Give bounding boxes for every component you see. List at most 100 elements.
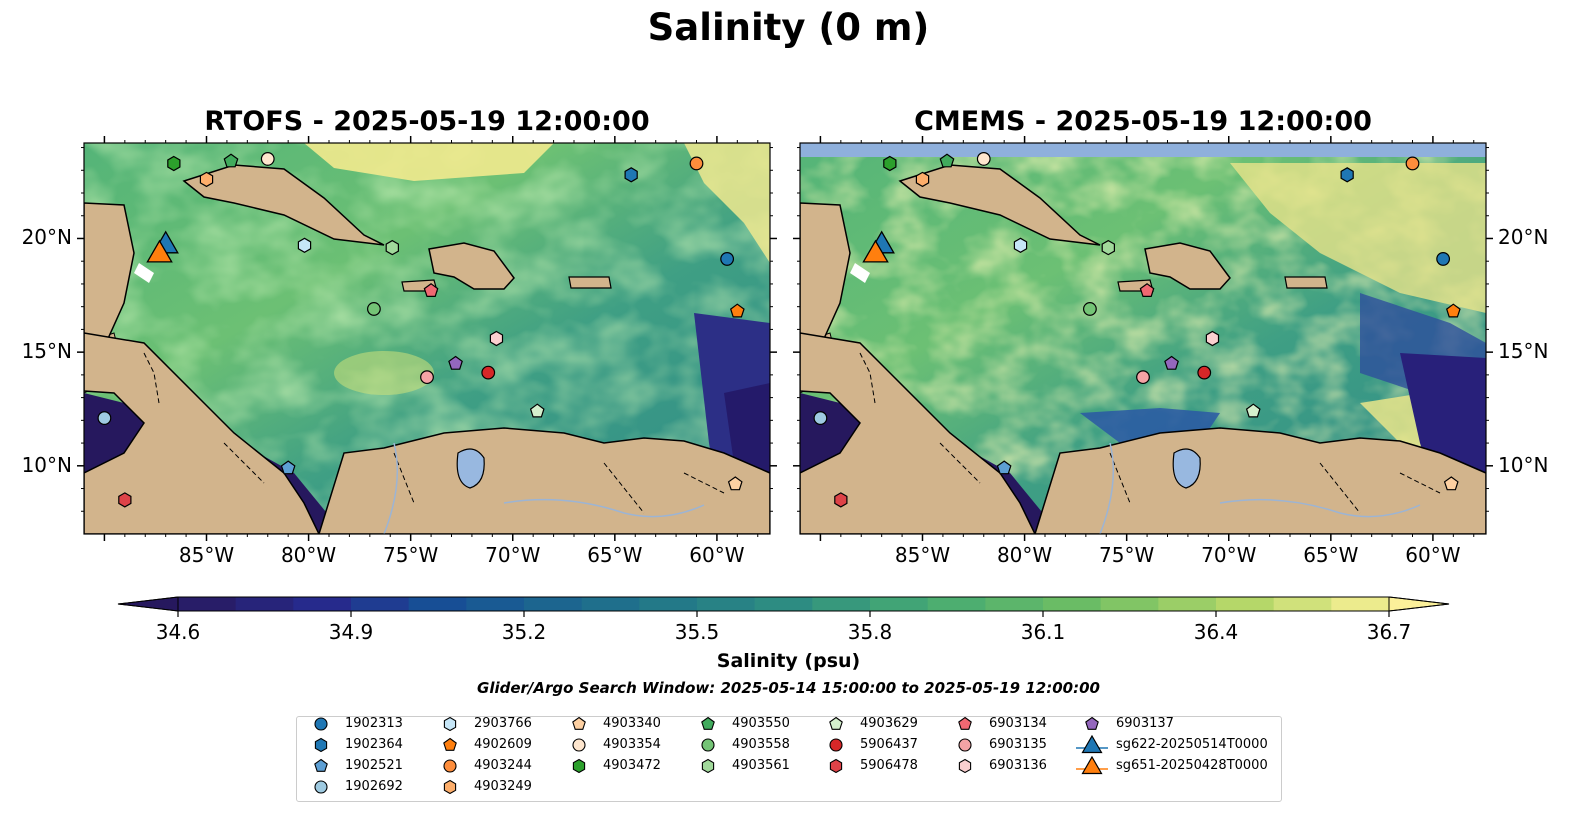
float-marker-2903766-rtofs xyxy=(297,237,312,253)
legend-marker-hexagon xyxy=(958,758,972,774)
colorbar-label: Salinity (psu) xyxy=(716,650,861,672)
legend-marker-circle xyxy=(829,738,843,752)
float-marker-5906478-cmems xyxy=(834,492,848,508)
lon-tick-label: 85°W xyxy=(178,543,235,567)
legend-label: 4902609 xyxy=(474,737,532,752)
lon-tick-label: 65°W xyxy=(587,543,643,567)
float-marker-1902364-cmems xyxy=(1340,167,1354,183)
search-window-text: Glider/Argo Search Window: 2025-05-14 15… xyxy=(477,679,1100,697)
colorbar-band xyxy=(639,597,698,611)
legend-marker-circle xyxy=(572,738,586,752)
legend-marker-triangle xyxy=(1076,756,1108,775)
float-marker-4903561-rtofs xyxy=(385,239,399,256)
legend-marker-pentagon xyxy=(958,716,972,730)
map-panels xyxy=(77,136,1493,541)
lon-tick-label: 80°W xyxy=(996,543,1053,567)
lon-tick-label: 75°W xyxy=(1099,543,1155,567)
colorbar-band xyxy=(812,597,871,611)
float-marker-6903136-cmems xyxy=(1205,330,1220,347)
legend-marker-pentagon xyxy=(701,716,715,730)
colorbar-bands xyxy=(117,596,1450,612)
float-marker-5906478-rtofs xyxy=(118,492,132,508)
glider-marker-sg651-20250428T0000-cmems xyxy=(862,239,889,263)
legend-marker-circle xyxy=(701,738,715,752)
legend-label: 4903558 xyxy=(732,737,790,752)
float-marker-6903136-rtofs xyxy=(489,330,504,347)
float-marker-4903558-rtofs xyxy=(367,302,381,316)
legend-marker-hexagon xyxy=(701,758,715,774)
float-marker-1902313-rtofs xyxy=(720,252,735,266)
float-marker-4903244-rtofs xyxy=(689,156,704,171)
legend-label: 6903135 xyxy=(989,737,1047,752)
colorbar-band xyxy=(235,597,294,611)
legend-label: 1902692 xyxy=(345,779,403,794)
legend-marker-circle xyxy=(443,759,457,773)
rtofs-map xyxy=(83,142,771,535)
colorbar-band xyxy=(1043,597,1102,611)
colorbar-tick-label: 35.5 xyxy=(674,620,720,644)
legend-label: 6903134 xyxy=(989,716,1047,731)
colorbar-band xyxy=(466,597,525,611)
colorbar-band xyxy=(927,597,986,611)
legend-marker-pentagon xyxy=(443,737,457,751)
legend-label: 1902364 xyxy=(345,737,403,752)
legend-label: 4903629 xyxy=(860,716,918,731)
float-marker-4903249-rtofs xyxy=(199,171,214,188)
legend-marker-triangle xyxy=(1076,735,1108,754)
cmems-map xyxy=(799,142,1487,535)
float-marker-4903249-cmems xyxy=(915,171,930,188)
colorbar-ticks xyxy=(177,611,1390,617)
float-marker-5906437-cmems xyxy=(1197,365,1212,380)
lon-tick-label: 75°W xyxy=(383,543,439,567)
lon-tick-label: 80°W xyxy=(280,543,337,567)
legend-marker-circle xyxy=(958,738,972,752)
legend-label: 5906478 xyxy=(860,758,918,773)
legend-label: 6903137 xyxy=(1116,716,1174,731)
colorbar-band xyxy=(1331,597,1390,611)
cmems-panel-title: CMEMS - 2025-05-19 12:00:00 xyxy=(914,106,1372,137)
legend-label: 4903550 xyxy=(732,716,790,731)
colorbar-band xyxy=(351,597,410,611)
legend-marker-pentagon xyxy=(829,716,843,730)
float-marker-4903354-rtofs xyxy=(260,152,275,166)
float-marker-4902609-cmems xyxy=(1445,303,1461,318)
lat-tick-label: 20°N xyxy=(1498,225,1549,250)
legend-label: 5906437 xyxy=(860,737,918,752)
colorbar-tick-label: 36.7 xyxy=(1366,620,1412,644)
lon-tick-label: 60°W xyxy=(1405,543,1461,567)
lat-tick-label: 15°N xyxy=(21,339,72,364)
float-marker-6903134-cmems xyxy=(1139,283,1155,297)
float-marker-4903550-rtofs xyxy=(223,153,239,168)
colorbar-tick-label: 35.8 xyxy=(847,620,893,644)
legend-label: 4903249 xyxy=(474,779,532,794)
legend-marker-hexagon xyxy=(829,758,843,774)
lon-tick-label: 70°W xyxy=(485,543,541,567)
float-markers xyxy=(97,152,1461,508)
legend-marker-hexagon xyxy=(314,737,328,753)
colorbar-band xyxy=(870,597,929,611)
colorbar-band xyxy=(754,597,813,611)
figure-title: Salinity (0 m) xyxy=(647,6,930,49)
float-marker-4903629-rtofs xyxy=(529,403,545,418)
colorbar-tick-label: 36.1 xyxy=(1020,620,1066,644)
float-marker-5906437-rtofs xyxy=(481,365,496,380)
colorbar-tick-label: 35.2 xyxy=(501,620,547,644)
colorbar-tick-label: 36.4 xyxy=(1193,620,1239,644)
colorbar-band xyxy=(1100,597,1159,611)
colorbar-band xyxy=(408,597,467,611)
legend-label: 4903340 xyxy=(603,716,661,731)
float-marker-6903137-rtofs xyxy=(448,355,463,370)
lon-tick-label: 60°W xyxy=(689,543,745,567)
float-marker-6903137-cmems xyxy=(1164,355,1179,370)
lon-tick-label: 65°W xyxy=(1303,543,1359,567)
float-marker-6903135-cmems xyxy=(1136,370,1150,385)
float-marker-1902692-rtofs xyxy=(97,411,112,425)
legend-label: sg651-20250428T0000 xyxy=(1116,758,1268,773)
lon-tick-label: 85°W xyxy=(894,543,951,567)
legend-marker-circle xyxy=(314,780,328,794)
float-marker-4903561-cmems xyxy=(1101,239,1116,256)
colorbar-band xyxy=(697,597,756,611)
float-marker-4903550-cmems xyxy=(939,153,955,168)
float-marker-6903135-rtofs xyxy=(420,370,434,385)
colorbar-band xyxy=(178,597,237,611)
